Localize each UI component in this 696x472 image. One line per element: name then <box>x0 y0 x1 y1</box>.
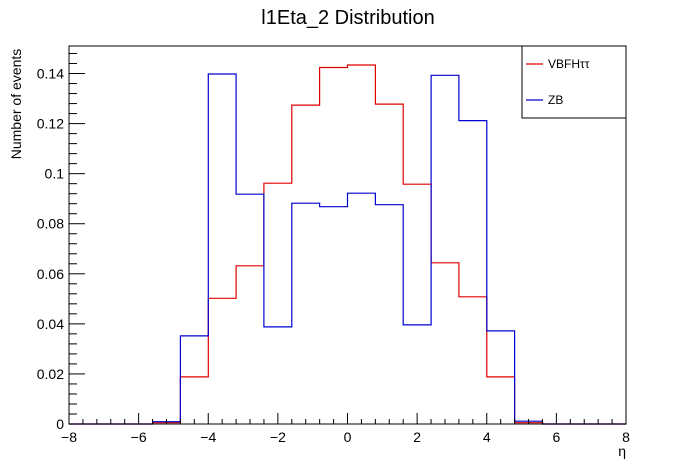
x-tick-label: 6 <box>552 429 560 445</box>
x-tick-label: −4 <box>200 429 216 445</box>
legend-label: ZB <box>548 93 563 107</box>
y-tick-label: 0.06 <box>37 266 64 282</box>
legend-label: VBFHττ <box>548 57 590 71</box>
x-tick-label: 0 <box>344 429 352 445</box>
series-line-zb <box>69 73 626 425</box>
y-tick-label: 0.14 <box>37 66 64 82</box>
x-tick-label: −8 <box>61 429 77 445</box>
y-tick-label: 0.1 <box>45 166 65 182</box>
y-tick-label: 0 <box>56 416 64 432</box>
series-layer <box>69 64 626 425</box>
axes-layer: −8 −6 −4 −2 0 2 4 6 8 0 0.02 0.04 0.06 0.08 0.1 0.12 0.1… <box>37 45 630 445</box>
x-tick-label: −6 <box>131 429 147 445</box>
chart-title: l1Eta_2 Distribution <box>261 7 434 29</box>
legend-box <box>521 45 627 119</box>
x-tick-label: 8 <box>622 429 630 445</box>
x-tick-label: 2 <box>413 429 421 445</box>
legend: VBFHττ ZB <box>521 45 627 119</box>
y-tick-label: 0.08 <box>37 216 64 232</box>
y-tick-label: 0.02 <box>37 366 64 382</box>
y-tick-label: 0.12 <box>37 116 64 132</box>
x-axis-label: η <box>618 443 626 459</box>
x-tick-label: 4 <box>483 429 491 445</box>
y-tick-label: 0.04 <box>37 316 64 332</box>
y-axis-label: Number of events <box>8 49 24 160</box>
x-tick-label: −2 <box>270 429 286 445</box>
